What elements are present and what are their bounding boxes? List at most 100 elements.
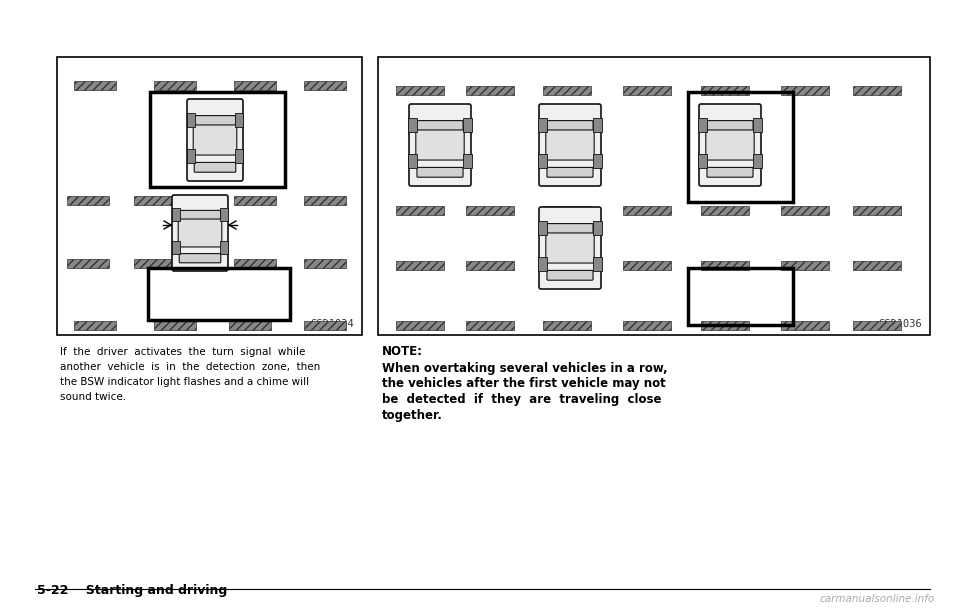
Bar (234, 196, 276, 205)
FancyBboxPatch shape (547, 271, 593, 280)
Bar (701, 260, 749, 269)
FancyBboxPatch shape (179, 219, 222, 247)
Bar (853, 260, 901, 269)
Bar (304, 321, 346, 329)
Bar (466, 205, 514, 214)
Text: another  vehicle  is  in  the  detection  zone,  then: another vehicle is in the detection zone… (60, 362, 321, 372)
FancyBboxPatch shape (547, 224, 593, 235)
Bar (623, 205, 671, 214)
Text: together.: together. (382, 409, 443, 422)
Bar (592, 221, 602, 235)
Bar (148, 268, 290, 320)
Bar (57, 57, 362, 335)
Bar (539, 118, 547, 132)
Bar (753, 118, 762, 132)
Bar (623, 86, 671, 95)
Text: carmanualsonline.info: carmanualsonline.info (820, 594, 935, 604)
Bar (543, 86, 591, 95)
Bar (154, 321, 196, 329)
Bar (543, 260, 591, 269)
Bar (592, 118, 602, 132)
Bar (688, 92, 793, 202)
Text: When overtaking several vehicles in a row,: When overtaking several vehicles in a ro… (382, 362, 667, 375)
FancyBboxPatch shape (547, 167, 593, 177)
FancyBboxPatch shape (539, 104, 601, 186)
Bar (304, 196, 346, 205)
Bar (466, 260, 514, 269)
Bar (378, 57, 930, 335)
Bar (543, 205, 591, 214)
Bar (623, 260, 671, 269)
Bar (304, 258, 346, 268)
Bar (134, 196, 176, 205)
FancyBboxPatch shape (699, 104, 761, 186)
Bar (463, 118, 471, 132)
FancyBboxPatch shape (417, 167, 463, 177)
FancyBboxPatch shape (409, 104, 471, 186)
Bar (853, 205, 901, 214)
Bar (853, 321, 901, 329)
Bar (698, 153, 708, 167)
Bar (701, 205, 749, 214)
Bar (592, 153, 602, 167)
Bar (172, 241, 180, 254)
Bar (463, 153, 471, 167)
Bar (186, 112, 195, 126)
FancyBboxPatch shape (180, 254, 221, 263)
FancyBboxPatch shape (187, 99, 243, 181)
Bar (134, 258, 176, 268)
Bar (781, 86, 829, 95)
Bar (67, 196, 109, 205)
Bar (781, 260, 829, 269)
Bar (396, 321, 444, 329)
Bar (220, 208, 228, 221)
FancyBboxPatch shape (546, 130, 594, 160)
Bar (688, 268, 793, 325)
Bar (396, 260, 444, 269)
FancyBboxPatch shape (417, 120, 463, 132)
Bar (396, 205, 444, 214)
Text: SSD1036: SSD1036 (878, 319, 922, 329)
Bar (235, 148, 244, 163)
Bar (466, 86, 514, 95)
Bar (781, 205, 829, 214)
Bar (154, 81, 196, 89)
Bar (172, 208, 180, 221)
Bar (304, 81, 346, 89)
Text: SSD1034: SSD1034 (310, 319, 354, 329)
FancyBboxPatch shape (194, 115, 236, 127)
Text: NOTE:: NOTE: (382, 345, 423, 358)
Bar (539, 153, 547, 167)
Bar (623, 321, 671, 329)
Text: the vehicles after the first vehicle may not: the vehicles after the first vehicle may… (382, 378, 665, 390)
FancyBboxPatch shape (180, 210, 221, 221)
Bar (234, 258, 276, 268)
Bar (74, 81, 116, 89)
Bar (466, 321, 514, 329)
Bar (698, 118, 708, 132)
FancyBboxPatch shape (416, 130, 465, 160)
Bar (701, 321, 749, 329)
Bar (220, 241, 228, 254)
Text: sound twice.: sound twice. (60, 392, 126, 402)
Bar (408, 118, 418, 132)
Bar (235, 112, 244, 126)
Bar (543, 321, 591, 329)
Text: 5-22    Starting and driving: 5-22 Starting and driving (37, 584, 228, 597)
Text: the BSW indicator light flashes and a chime will: the BSW indicator light flashes and a ch… (60, 377, 309, 387)
Bar (234, 81, 276, 89)
FancyBboxPatch shape (193, 125, 237, 155)
Bar (853, 86, 901, 95)
FancyBboxPatch shape (546, 233, 594, 263)
Bar (539, 221, 547, 235)
Bar (592, 257, 602, 271)
FancyBboxPatch shape (706, 130, 755, 160)
Text: If  the  driver  activates  the  turn  signal  while: If the driver activates the turn signal … (60, 347, 305, 357)
Bar (150, 92, 285, 187)
Text: be  detected  if  they  are  traveling  close: be detected if they are traveling close (382, 393, 661, 406)
FancyBboxPatch shape (539, 207, 601, 289)
Bar (186, 148, 195, 163)
Bar (229, 321, 271, 329)
Bar (74, 321, 116, 329)
Bar (701, 86, 749, 95)
